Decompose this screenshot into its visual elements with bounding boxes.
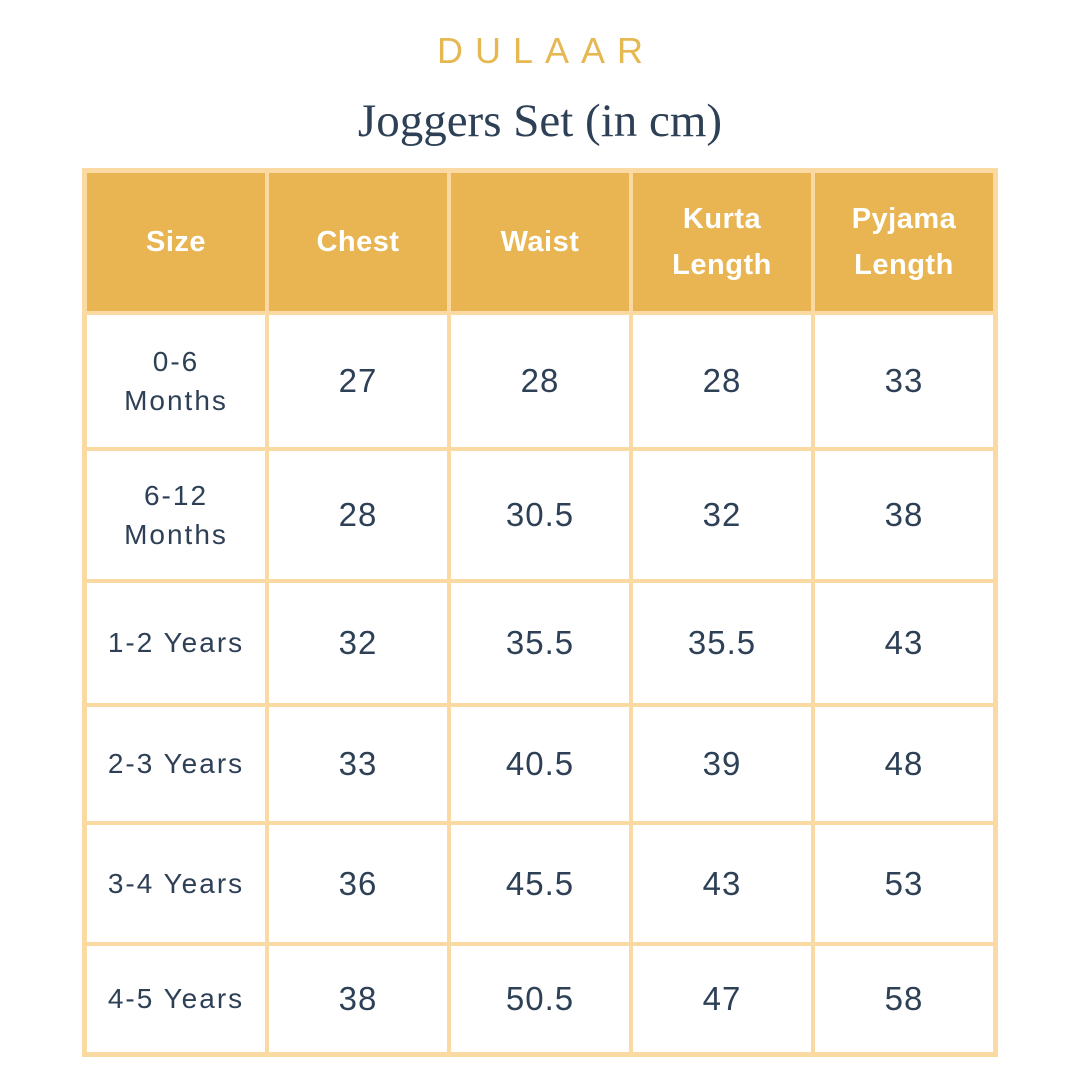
chest-value: 32 [269,583,447,703]
waist-value: 40.5 [451,707,629,821]
chest-value: 36 [269,825,447,942]
column-header-chest: Chest [269,173,447,311]
size-label: 6-12 Months [87,451,265,579]
size-label: 0-6 Months [87,315,265,447]
pyjama-length-value: 33 [815,315,993,447]
size-label: 2-3 Years [87,707,265,821]
page-title: Joggers Set (in cm) [357,95,723,147]
column-header-pyjama-length: Pyjama Length [815,173,993,311]
chest-value: 33 [269,707,447,821]
pyjama-length-value: 43 [815,583,993,703]
kurta-length-value: 39 [633,707,811,821]
size-label: 4-5 Years [87,946,265,1052]
kurta-length-value: 43 [633,825,811,942]
size-chart-table: Size Chest Waist Kurta Length Pyjama Len… [82,168,998,1057]
chest-value: 28 [269,451,447,579]
brand-logo: DULAAR [436,30,656,71]
kurta-length-value: 32 [633,451,811,579]
kurta-length-value: 35.5 [633,583,811,703]
pyjama-length-value: 58 [815,946,993,1052]
pyjama-length-value: 48 [815,707,993,821]
column-header-size: Size [87,173,265,311]
kurta-length-value: 28 [633,315,811,447]
size-label: 3-4 Years [87,825,265,942]
waist-value: 45.5 [451,825,629,942]
kurta-length-value: 47 [633,946,811,1052]
chest-value: 27 [269,315,447,447]
waist-value: 28 [451,315,629,447]
waist-value: 35.5 [451,583,629,703]
pyjama-length-value: 53 [815,825,993,942]
waist-value: 30.5 [451,451,629,579]
column-header-kurta-length: Kurta Length [633,173,811,311]
pyjama-length-value: 38 [815,451,993,579]
column-header-waist: Waist [451,173,629,311]
waist-value: 50.5 [451,946,629,1052]
size-label: 1-2 Years [87,583,265,703]
chest-value: 38 [269,946,447,1052]
